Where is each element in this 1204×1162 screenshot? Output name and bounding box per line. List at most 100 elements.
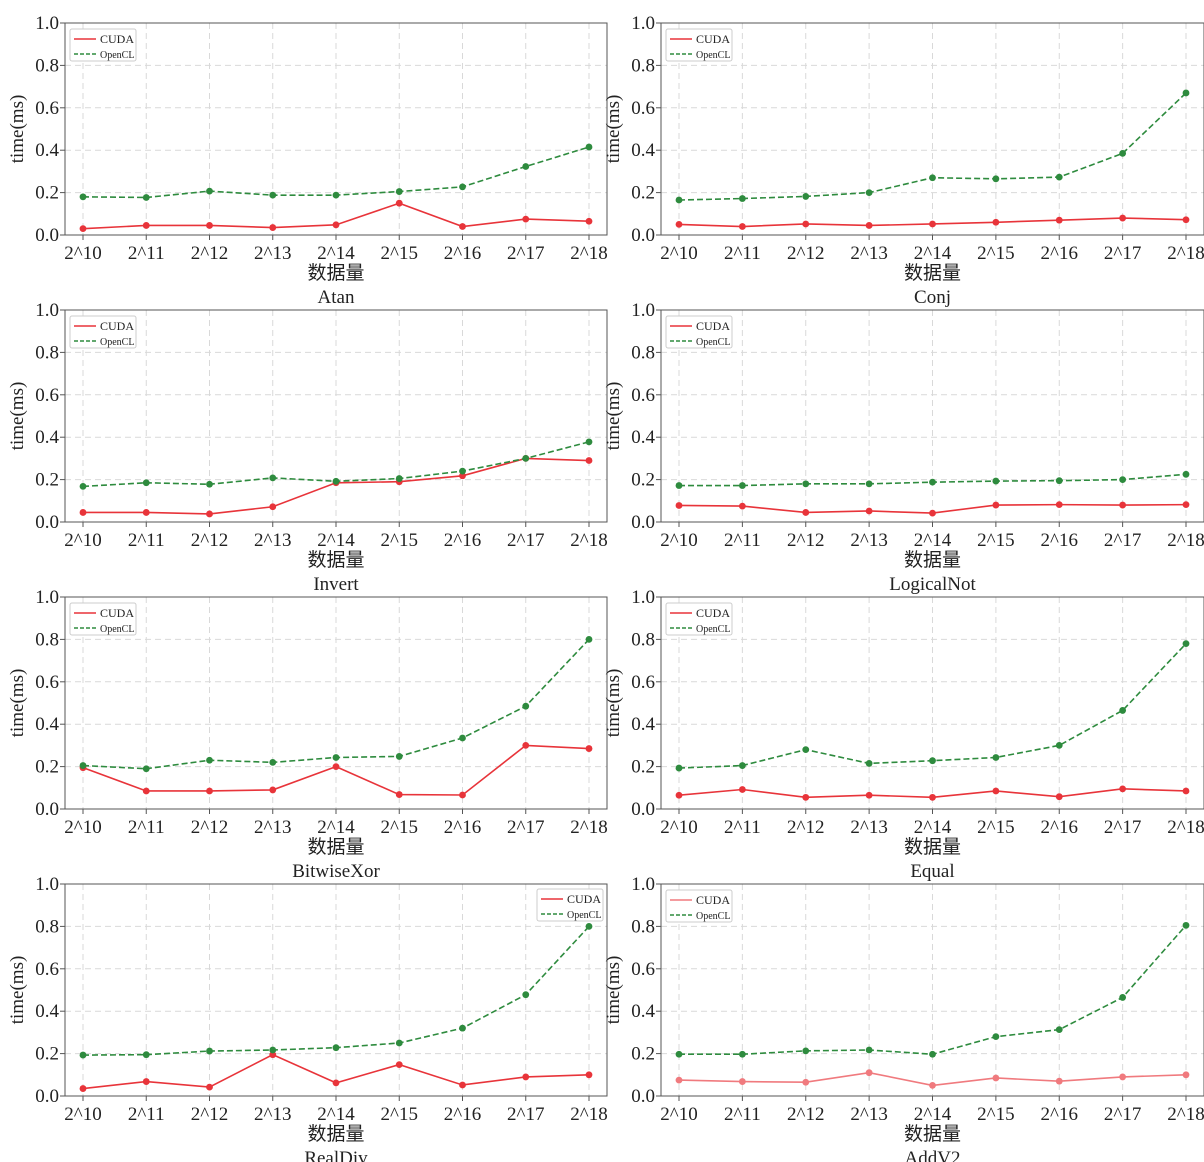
data-point-cuda <box>332 1079 340 1087</box>
chart-panel-bitwisexor: 0.0 0.2 0.4 0.6 0.8 1.0 2^10 2^11 2^12 2^13 2^14 2^… <box>7 587 608 882</box>
legend-label-cuda: CUDA <box>696 606 730 620</box>
data-point-cuda <box>802 220 810 228</box>
y-tick-label: 0.0 <box>631 1086 655 1107</box>
data-point-opencl <box>992 477 1000 485</box>
x-tick-label: 2^11 <box>128 243 165 264</box>
x-tick-label: 2^13 <box>850 1104 887 1125</box>
data-point-opencl <box>738 195 746 202</box>
data-point-opencl <box>929 174 936 182</box>
data-point-opencl <box>802 746 810 754</box>
data-point-opencl <box>929 757 936 765</box>
data-point-opencl <box>802 480 810 488</box>
legend-label-opencl: OpenCL <box>696 337 730 348</box>
y-axis-label: time(ms) <box>603 382 624 451</box>
data-point-opencl <box>142 1051 150 1059</box>
data-point-cuda <box>395 199 403 207</box>
x-axis-label: 数据量 <box>904 262 961 284</box>
data-point-opencl <box>738 762 746 769</box>
x-tick-label: 2^13 <box>254 530 291 551</box>
y-tick-label: 0.6 <box>631 385 655 406</box>
grid <box>65 22 607 235</box>
x-tick-label: 2^17 <box>1104 817 1141 838</box>
y-tick-label: 0.6 <box>35 959 59 980</box>
data-point-opencl <box>142 194 150 201</box>
data-point-cuda <box>1182 501 1190 509</box>
data-point-cuda <box>992 787 1000 795</box>
data-point-cuda <box>675 791 683 799</box>
y-tick-label: 0.4 <box>631 427 655 448</box>
y-tick-label: 0.4 <box>35 427 59 448</box>
data-point-cuda <box>269 224 277 231</box>
data-point-opencl <box>79 1051 87 1059</box>
x-tick-label: 2^15 <box>977 243 1014 264</box>
y-tick-label: 0.0 <box>35 799 59 820</box>
x-tick-label: 2^10 <box>660 1104 697 1125</box>
chart-title: RealDiv <box>304 1148 368 1162</box>
data-point-cuda <box>459 223 466 230</box>
data-point-opencl <box>1119 149 1127 157</box>
y-tick-label: 0.8 <box>631 916 655 937</box>
legend: CUDA OpenCL <box>665 315 733 349</box>
data-point-opencl <box>675 196 683 204</box>
data-point-cuda <box>1119 214 1127 222</box>
x-tick-label: 2^18 <box>570 530 607 551</box>
data-point-cuda <box>865 1069 873 1077</box>
chart-panel-atan: 0.0 0.2 0.4 0.6 0.8 1.0 2^10 2^11 2^12 2^13 2^14 2^… <box>7 13 608 308</box>
data-point-opencl <box>79 762 87 769</box>
x-tick-label: 2^10 <box>64 243 101 264</box>
y-tick-label: 0.8 <box>631 629 655 650</box>
series-cuda <box>675 214 1190 230</box>
x-tick-label: 2^17 <box>507 817 544 838</box>
data-point-opencl <box>585 923 593 930</box>
x-tick-label: 2^14 <box>317 1104 355 1125</box>
data-point-cuda <box>865 222 873 229</box>
series-opencl <box>79 636 593 773</box>
data-point-cuda <box>79 1085 87 1092</box>
data-point-opencl <box>79 193 87 201</box>
x-tick-label: 2^18 <box>1167 530 1204 551</box>
legend-label-cuda: CUDA <box>696 893 730 907</box>
data-point-opencl <box>206 756 213 764</box>
data-point-opencl <box>802 1047 810 1055</box>
data-point-opencl <box>522 702 530 710</box>
y-tick-label: 1.0 <box>631 874 655 895</box>
data-point-cuda <box>1119 785 1127 793</box>
x-tick-label: 2^15 <box>381 530 418 551</box>
data-point-opencl <box>522 455 530 462</box>
data-point-opencl <box>1055 173 1063 181</box>
x-tick-label: 2^18 <box>570 817 607 838</box>
series-cuda <box>79 742 593 799</box>
data-point-opencl <box>738 482 746 489</box>
data-point-opencl <box>395 753 403 760</box>
data-point-cuda <box>142 509 150 516</box>
data-point-cuda <box>738 223 746 230</box>
legend-label-cuda: CUDA <box>567 892 601 906</box>
data-point-cuda <box>459 1081 466 1089</box>
x-tick-label: 2^17 <box>507 530 544 551</box>
x-tick-label: 2^16 <box>444 530 481 551</box>
x-tick-label: 2^12 <box>787 817 824 838</box>
x-tick-label: 2^16 <box>1041 243 1078 264</box>
legend-label-opencl: OpenCL <box>567 910 601 921</box>
y-tick-label: 0.8 <box>35 629 59 650</box>
chart-panel-invert: 0.0 0.2 0.4 0.6 0.8 1.0 2^10 2^11 2^12 2^13 2^14 2^… <box>7 300 608 595</box>
legend-box <box>69 602 137 636</box>
data-point-opencl <box>1055 1026 1063 1034</box>
x-tick-label: 2^11 <box>724 530 761 551</box>
legend-label-cuda: CUDA <box>696 319 730 333</box>
legend-box <box>69 315 137 349</box>
y-tick-label: 0.4 <box>35 140 59 161</box>
data-point-cuda <box>929 1082 936 1089</box>
y-tick-label: 0.6 <box>35 98 59 119</box>
data-point-cuda <box>675 221 683 228</box>
y-tick-label: 1.0 <box>631 587 655 608</box>
y-axis-label: time(ms) <box>603 956 624 1025</box>
x-tick-label: 2^10 <box>64 817 101 838</box>
data-point-opencl <box>332 754 340 761</box>
data-point-opencl <box>79 482 87 490</box>
x-tick-label: 2^17 <box>1104 243 1141 264</box>
y-tick-label: 0.4 <box>35 714 59 735</box>
grid <box>65 883 607 1096</box>
series-opencl <box>675 921 1190 1058</box>
x-tick-label: 2^10 <box>660 530 697 551</box>
